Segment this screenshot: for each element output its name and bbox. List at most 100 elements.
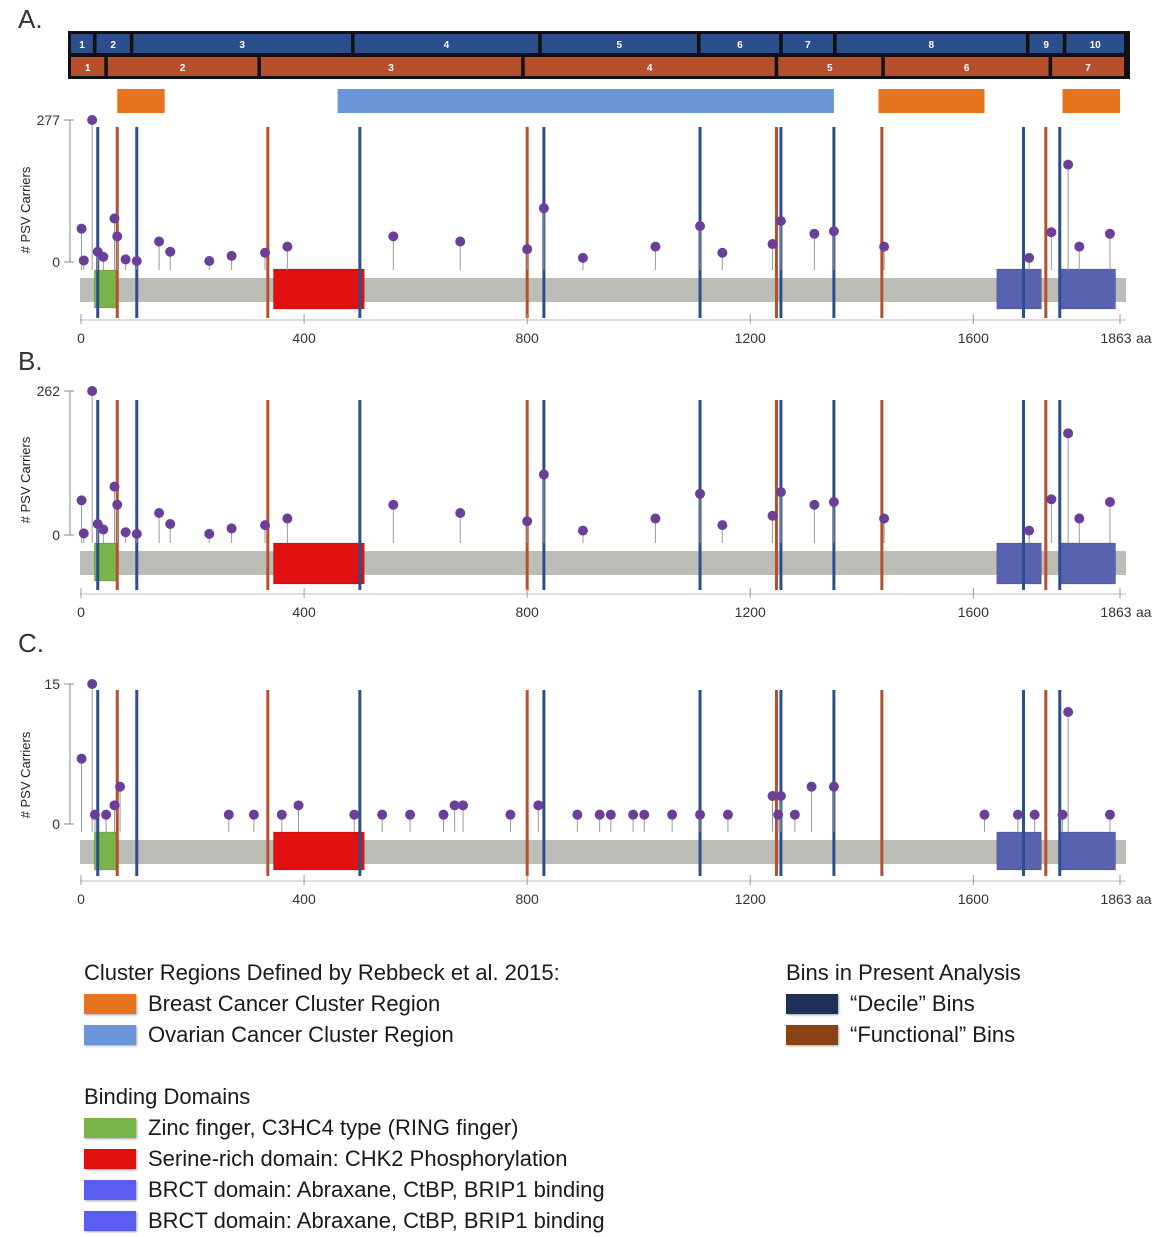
x-tick-label: 1200 [735,330,766,346]
lollipop-point [1029,809,1040,820]
protein-backbone [80,278,1126,302]
lollipop-point [605,809,616,820]
legend-item-breast: Breast Cancer Cluster Region [84,988,560,1019]
ovarian-swatch [84,1024,136,1045]
lollipop-point [1063,428,1074,439]
x-tick-label: 1600 [958,330,989,346]
x-tick-label: 400 [292,330,316,346]
lollipop-point [87,115,98,125]
lollipop-point [538,203,549,214]
panel-label: A. [18,4,43,34]
functional-bin-label: 5 [827,63,833,74]
decile-bin-label: 6 [737,40,743,51]
lollipop-point [282,513,293,524]
functional-bin [524,57,775,76]
decile-bin-label: 2 [110,40,116,51]
lollipop-point [388,499,399,510]
legend-label: Breast Cancer Cluster Region [148,990,441,1016]
decile-bin-label: 10 [1090,40,1102,51]
legend-cluster-title: Cluster Regions Defined by Rebbeck et al… [84,960,560,985]
lollipop-point [260,247,271,258]
lollipop-point [650,513,661,524]
x-unit-label: aa [1136,891,1152,907]
lollipop-point [154,236,165,247]
y-axis-label: # PSV Carriers [18,166,33,253]
legend-item-brct-1: BRCT domain: Abraxane, CtBP, BRIP1 bindi… [84,1174,605,1205]
serine-domain [272,268,365,310]
lollipop-point [695,221,706,232]
lollipop-point [87,679,98,689]
decile-bin-label: 8 [928,40,934,51]
legend-item-decile: “Decile” Bins [786,988,1021,1019]
lollipop-point [1024,525,1035,536]
lollipop-point [109,213,120,224]
lollipop-point [120,527,131,538]
lollipop-point [1057,809,1068,820]
lollipop-point [112,499,123,510]
lollipop-point [165,519,176,530]
lollipop-point [260,520,271,531]
breast-cluster-bar [117,89,165,113]
legend-label: “Decile” Bins [850,990,975,1016]
legend-domains-title: Binding Domains [84,1084,251,1109]
lollipop-point [767,510,778,521]
lollipop-point [577,252,588,263]
lollipop-point [248,809,259,820]
decile-bin-label: 5 [617,40,623,51]
lollipop-point [767,791,778,801]
lollipop-point [717,520,728,531]
lollipop-point [223,809,234,820]
x-unit-label: aa [1136,604,1152,620]
decile-bin [71,34,93,53]
lollipop-point [695,488,706,499]
legend-item-serine: Serine-rich domain: CHK2 Phosphorylation [84,1143,605,1174]
lollipop-point [577,525,588,536]
y-tick-label: 262 [37,383,61,399]
brct-domain [996,542,1042,585]
decile-bin-label: 4 [444,40,450,51]
functional-bin [884,57,1049,76]
cluster-regions [117,89,1120,113]
x-end-label: 1863 [1100,604,1131,620]
lollipop-point [405,809,416,820]
x-end-label: 1863 [1100,330,1131,346]
y-tick-label: 15 [44,676,60,692]
zinc-swatch [84,1117,136,1138]
lollipop-point [879,241,890,252]
functional-bin [107,57,258,76]
panel-label: C. [18,628,44,658]
lollipop-point [806,781,817,792]
functional-bin-label: 4 [647,63,653,74]
lollipop-point [505,809,516,820]
functional-bin [260,57,522,76]
lollipop-point [204,528,215,539]
lollipop-point [639,809,650,820]
lollipop-point [533,800,544,811]
lollipop-point [458,800,469,811]
x-tick-label: 1600 [958,604,989,620]
legend-label: BRCT domain: Abraxane, CtBP, BRIP1 bindi… [148,1207,605,1233]
functional-bin [778,57,882,76]
brct-swatch [84,1210,136,1231]
figure: 1 2 3 4 5 6 7 8 9 10 1 2 3 4 5 6 7 A. # PSV Carriers 0 277 0 4… [18,4,1152,907]
decile-bin-label: 3 [239,40,245,51]
lollipop-point [828,497,839,508]
lollipop-point [455,236,466,247]
protein-backbone [80,551,1126,575]
x-tick-label: 400 [292,891,316,907]
y-tick-label: 277 [37,112,61,128]
legend-item-functional: “Functional” Bins [786,1019,1021,1050]
lollipop-point [594,809,605,820]
lollipop-point [667,809,678,820]
x-tick-label: 800 [515,891,539,907]
lollipop-point [276,809,287,820]
legend-bins: Bins in Present Analysis “Decile” Bins “… [786,958,1021,1050]
lollipop-point [154,508,165,519]
lollipop-point [89,809,100,820]
lollipop-point [87,386,98,396]
lollipop-point [1074,513,1085,524]
lollipop-point [377,809,388,820]
legend-label: BRCT domain: Abraxane, CtBP, BRIP1 bindi… [148,1176,605,1202]
functional-bin-label: 2 [180,63,186,74]
brct-swatch [84,1179,136,1200]
